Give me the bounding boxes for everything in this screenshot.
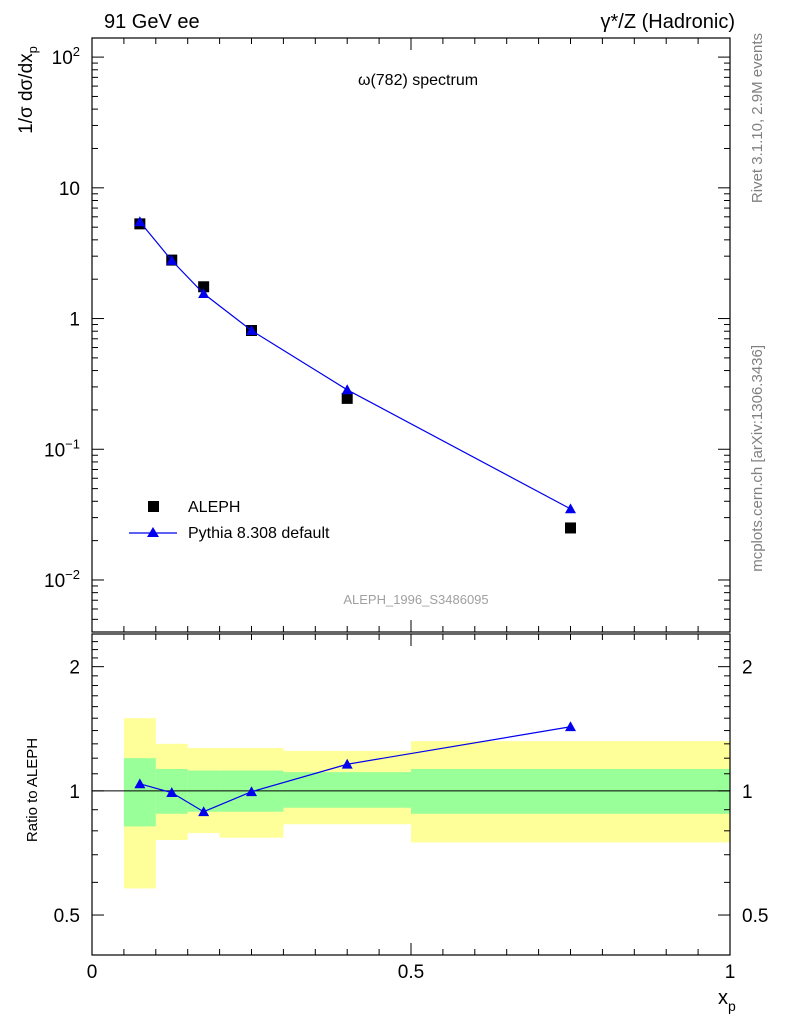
data-point-pythia [166, 254, 178, 265]
header-right: γ*/Z (Hadronic) [601, 11, 735, 33]
watermark: ALEPH_1996_S3486095 [343, 592, 488, 607]
ratio-y-tick-label-left: 1 [69, 782, 80, 803]
legend-label-aleph: ALEPH [188, 499, 240, 516]
legend-marker-pythia [147, 527, 159, 537]
legend: ALEPH Pythia 8.308 default [129, 499, 330, 542]
data-point-aleph [341, 392, 353, 404]
legend-marker-aleph [148, 501, 159, 512]
y-tick-label: 10 [59, 179, 80, 200]
ratio-point-pythia [166, 787, 178, 798]
ratio-band-inner [123, 758, 156, 827]
axes: 0 0.5 1 10−2 10−1 1 10 102 0.5 0.5 1 1 2 2 [44, 37, 768, 983]
data-series [134, 216, 576, 817]
y-axis-label-main: 1/σ dσ/dxp [16, 46, 40, 134]
ratio-y-tick-label-right: 2 [742, 658, 753, 679]
y-tick-label: 10−1 [44, 436, 80, 461]
ratio-point-pythia [341, 758, 353, 769]
ratio-point-pythia [246, 786, 257, 797]
y-tick-label: 1 [69, 310, 80, 331]
y-tick-label: 10−2 [44, 567, 80, 592]
side-label-rivet: Rivet 3.1.10, 2.9M events [749, 33, 766, 203]
data-point-pythia [246, 325, 257, 335]
main-frame [91, 37, 731, 633]
legend-label-pythia: Pythia 8.308 default [188, 525, 330, 542]
ratio-y-tick-label-right: 0.5 [742, 906, 768, 927]
ratio-band-inner [411, 768, 730, 814]
data-point-aleph [198, 281, 210, 293]
data-point-pythia [341, 384, 353, 395]
x-tick-label: 1 [725, 962, 736, 983]
header-left: 91 GeV ee [104, 11, 200, 33]
x-tick-label: 0.5 [398, 962, 424, 983]
ratio-y-tick-label-left: 0.5 [54, 906, 80, 927]
x-axis-label: xp [718, 987, 736, 1014]
data-point-pythia [565, 503, 576, 514]
ratio-series-line-0 [139, 726, 571, 813]
data-point-aleph [565, 522, 576, 534]
series-line-1 [139, 221, 571, 510]
ratio-point-pythia [565, 721, 576, 732]
ratio-point-pythia [198, 806, 210, 817]
ratio-uncertainty-bands [123, 718, 730, 889]
ratio-y-tick-label-left: 2 [69, 658, 80, 679]
ratio-band-inner [283, 772, 411, 808]
data-point-pythia [198, 288, 210, 299]
data-point-pythia [134, 216, 146, 227]
ratio-point-pythia [134, 778, 146, 789]
chart-title: ω(782) spectrum [358, 72, 478, 89]
ratio-y-tick-label-right: 1 [742, 782, 753, 803]
y-tick-label: 102 [52, 44, 80, 69]
y-axis-label-ratio: Ratio to ALEPH [24, 738, 41, 842]
x-tick-label: 0 [87, 962, 98, 983]
side-label-mcplots: mcplots.cern.ch [arXiv:1306.3436] [749, 345, 766, 572]
